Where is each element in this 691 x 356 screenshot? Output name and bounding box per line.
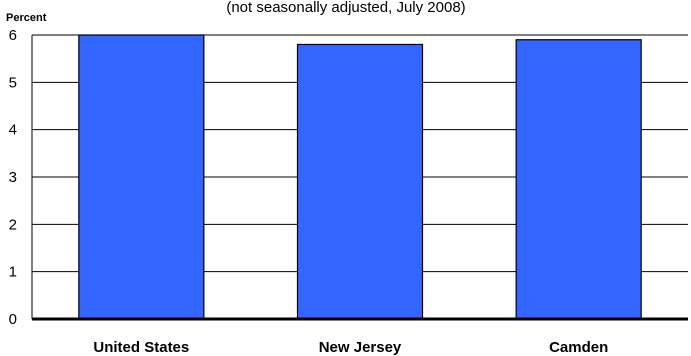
y-tick-label: 0 bbox=[9, 311, 17, 328]
chart-subtitle: (not seasonally adjusted, July 2008) bbox=[226, 0, 465, 16]
bar-new-jersey bbox=[296, 43, 424, 320]
x-tick-label: Camden bbox=[549, 339, 608, 356]
y-axis-label: Percent bbox=[6, 12, 47, 24]
y-tick-label: 2 bbox=[9, 216, 17, 233]
y-tick-label: 6 bbox=[9, 27, 17, 44]
x-tick-label: United States bbox=[93, 339, 189, 356]
y-tick-label: 3 bbox=[9, 169, 17, 186]
bar-united-states bbox=[78, 34, 205, 320]
x-tick-labels: United States New Jersey Camden bbox=[93, 339, 608, 356]
y-tick-labels: 0 1 2 3 4 5 6 bbox=[9, 27, 17, 328]
bars bbox=[78, 34, 642, 320]
axes bbox=[31, 35, 688, 321]
y-tick-label: 4 bbox=[9, 122, 17, 139]
bar-camden bbox=[515, 39, 642, 320]
y-tick-label: 5 bbox=[9, 74, 17, 91]
y-tick-label: 1 bbox=[9, 264, 17, 281]
x-tick-label: New Jersey bbox=[319, 339, 402, 356]
